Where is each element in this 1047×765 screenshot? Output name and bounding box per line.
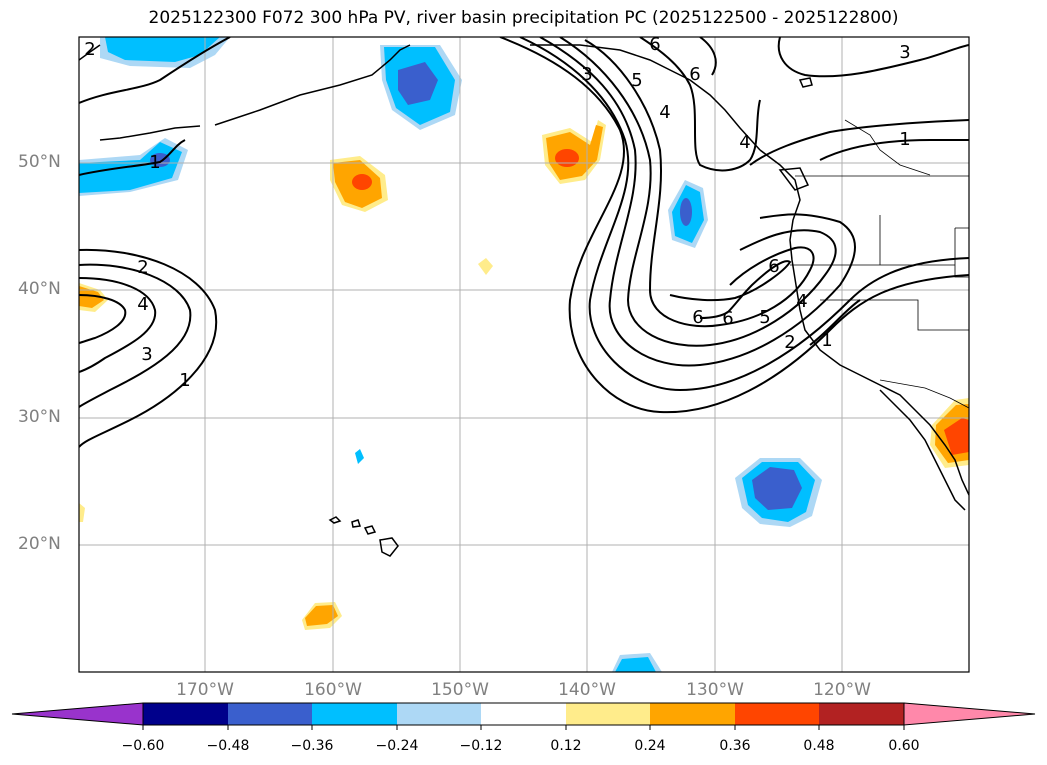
- contour-label: 2: [84, 39, 95, 60]
- colorbar-tick-label: −0.60: [121, 738, 165, 754]
- contour-label: 6: [692, 307, 703, 328]
- colorbar-bin: [228, 703, 312, 725]
- contour-label: 4: [659, 102, 670, 123]
- colorbar-extend-left: [11, 702, 144, 726]
- colorbar-tick-label: −0.24: [375, 738, 419, 754]
- pv-contours: [79, 37, 969, 448]
- precip-shading: [79, 37, 969, 672]
- contour-label: 1: [899, 129, 910, 150]
- lat-label: 30°N: [18, 407, 61, 427]
- colorbar-bin: [819, 703, 904, 725]
- lon-label: 130°W: [686, 680, 744, 700]
- contour-label: 6: [722, 308, 733, 329]
- colorbar-extend-right: [903, 702, 1036, 726]
- map-frame: [78, 36, 970, 673]
- colorbar-bin: [312, 703, 397, 725]
- contour-label: 4: [739, 132, 750, 153]
- colorbar-bin: [566, 703, 650, 725]
- contour-label: 4: [796, 291, 807, 312]
- contour-label: 2: [137, 257, 148, 278]
- lat-label: 20°N: [18, 534, 61, 554]
- colorbar-ticks: [142, 725, 905, 730]
- colorbar-tick-label: −0.12: [459, 738, 503, 754]
- colorbar-bin: [397, 703, 481, 725]
- contour-label: 4: [137, 294, 148, 315]
- colorbar-tick-label: 0.12: [550, 738, 582, 754]
- contour-label: 6: [649, 34, 660, 55]
- map-title: 2025122300 F072 300 hPa PV, river basin …: [148, 8, 899, 28]
- colorbar-bin: [481, 703, 566, 725]
- colorbar: [11, 702, 1036, 730]
- contour-label: 1: [821, 330, 832, 351]
- colorbar-frame: [142, 702, 905, 726]
- colorbar-tick-label: 0.36: [719, 738, 751, 754]
- colorbar-tick-label: 0.24: [634, 738, 666, 754]
- lat-label: 40°N: [18, 279, 61, 299]
- colorbar-tick-label: −0.36: [290, 738, 334, 754]
- colorbar-tick-label: 0.48: [803, 738, 835, 754]
- coastlines: [79, 44, 969, 557]
- lon-label: 160°W: [304, 680, 362, 700]
- contour-label: 1: [149, 152, 160, 173]
- graticule: [79, 37, 969, 672]
- colorbar-tick-label: 0.60: [888, 738, 920, 754]
- colorbar-tick-label: −0.48: [206, 738, 250, 754]
- colorbar-bin: [735, 703, 819, 725]
- colorbar-bin: [650, 703, 735, 725]
- contour-label: 6: [768, 256, 779, 277]
- contour-label: 3: [141, 344, 152, 365]
- lon-label: 170°W: [176, 680, 234, 700]
- contour-label: 2: [784, 332, 795, 353]
- contour-label: 5: [631, 70, 642, 91]
- lon-label: 120°W: [813, 680, 871, 700]
- contour-label: 5: [759, 307, 770, 328]
- contour-label-group: 2 3 5 6 4 6 4 1 2 4 3 1 6 6 6 5 4 2 1 3 …: [84, 34, 910, 391]
- lon-label: 140°W: [558, 680, 616, 700]
- contour-label: 1: [179, 370, 190, 391]
- contour-label: 3: [581, 64, 592, 85]
- colorbar-bin: [143, 703, 228, 725]
- lon-label: 150°W: [431, 680, 489, 700]
- contour-label: 3: [899, 42, 910, 63]
- contour-label: 6: [689, 64, 700, 85]
- lat-label: 50°N: [18, 152, 61, 172]
